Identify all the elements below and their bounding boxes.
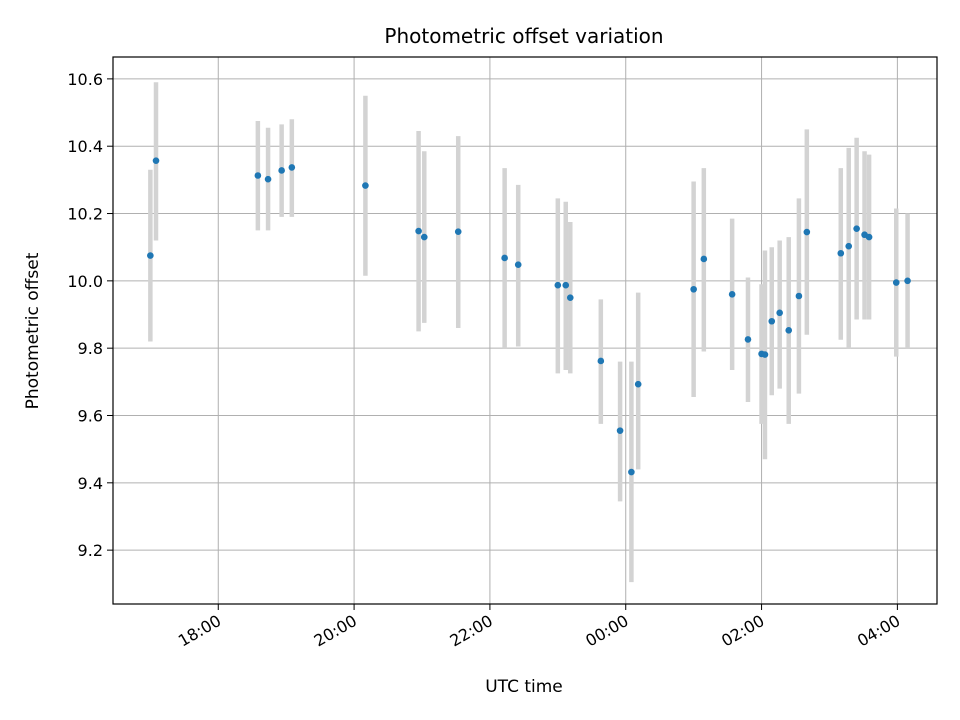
y-tick-label: 9.8 — [78, 339, 103, 358]
data-point — [415, 227, 422, 235]
data-point — [776, 309, 783, 317]
data-point — [616, 427, 624, 434]
data-point — [892, 279, 900, 286]
data-point — [761, 351, 769, 358]
data-point — [768, 317, 776, 325]
data-point — [152, 157, 160, 164]
data-point — [744, 336, 752, 343]
data-point — [795, 292, 803, 300]
data-points — [147, 157, 911, 476]
y-axis-label: Photometric offset — [23, 252, 43, 409]
x-tick-label: 02:00 — [718, 611, 767, 651]
data-point — [690, 285, 697, 293]
data-point — [264, 175, 272, 183]
data-point — [845, 242, 853, 250]
data-point — [147, 252, 154, 259]
data-point — [597, 357, 605, 365]
data-point — [634, 380, 642, 388]
data-point — [566, 294, 574, 301]
data-point — [254, 172, 262, 179]
data-point — [728, 291, 736, 298]
data-point — [362, 182, 369, 189]
data-point — [501, 254, 508, 262]
data-point — [420, 233, 428, 241]
x-tick-label: 20:00 — [311, 611, 360, 651]
y-axis: 9.2 9.4 9.6 9.8 10.0 10.2 10.4 10.6 — [67, 70, 113, 560]
y-tick-label: 10.6 — [67, 70, 103, 89]
data-point — [628, 468, 635, 476]
x-tick-label: 22:00 — [446, 611, 495, 651]
data-point — [837, 249, 845, 257]
x-tick-label: 04:00 — [854, 611, 903, 651]
data-point — [700, 255, 708, 263]
data-point — [785, 327, 793, 334]
data-point — [865, 233, 873, 241]
data-point — [562, 281, 570, 289]
data-point — [803, 228, 811, 236]
data-point — [454, 228, 462, 236]
y-tick-label: 9.4 — [78, 474, 103, 493]
error-bars — [148, 82, 910, 583]
x-tick-label: 18:00 — [175, 611, 224, 651]
x-axis: 18:00 20:00 22:00 00:00 02:00 04:00 — [175, 604, 903, 651]
y-tick-label: 10.4 — [67, 137, 103, 156]
y-tick-label: 10.0 — [67, 272, 103, 291]
data-point — [904, 277, 911, 285]
y-tick-label: 10.2 — [67, 205, 103, 224]
data-point — [554, 281, 562, 289]
data-point — [278, 167, 285, 174]
data-point — [514, 261, 522, 268]
data-point — [288, 164, 296, 171]
x-tick-label: 00:00 — [582, 611, 631, 651]
y-tick-label: 9.6 — [78, 406, 103, 425]
plot-frame — [112, 56, 938, 605]
chart-title: Photometric offset variation — [384, 24, 663, 48]
grid — [113, 57, 937, 604]
y-tick-label: 9.2 — [78, 541, 103, 560]
x-axis-label: UTC time — [485, 677, 563, 697]
data-point — [853, 225, 860, 232]
